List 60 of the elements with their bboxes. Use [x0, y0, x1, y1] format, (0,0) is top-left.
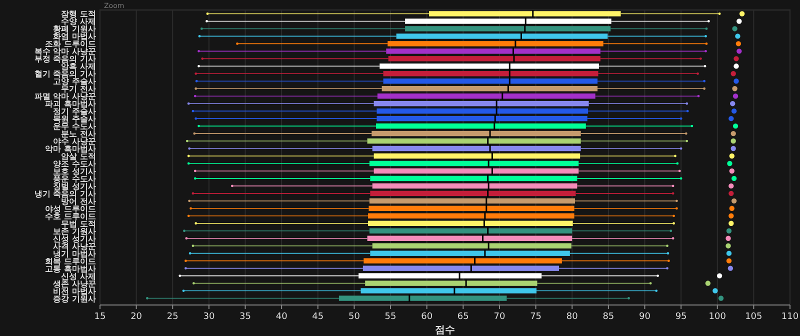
y-tick-label: 암흑 사제 — [61, 62, 96, 72]
x-tick-label: 15 — [94, 312, 106, 322]
y-tick-label: 파괴 흑마법사 — [45, 100, 96, 109]
y-tick-label: 신성 성기사 — [53, 234, 96, 244]
y-tick-label: 황폐 기원사 — [53, 24, 96, 34]
y-tick-label: 보호 성기사 — [53, 166, 96, 176]
x-tick-label: 65 — [457, 312, 469, 322]
y-tick-label: 사격 사냥꾼 — [53, 242, 96, 251]
y-tick-label: 생존 사냥꾼 — [52, 279, 96, 288]
y-tick-label: 풍운 수도사 — [53, 174, 96, 184]
y-tick-label: 복수 악마 사냥꾼 — [34, 47, 96, 56]
x-tick-label: 75 — [530, 312, 542, 322]
x-tick-label: 50 — [348, 312, 360, 322]
x-tick-label: 85 — [602, 312, 614, 322]
x-tick-label: 30 — [203, 312, 215, 322]
x-tick-label: 70 — [494, 312, 506, 322]
y-tick-label: 분노 전사 — [61, 130, 96, 139]
x-tick-label: 105 — [745, 312, 762, 322]
y-tick-label: 냉기 마법사 — [53, 249, 96, 258]
x-tick-label: 110 — [781, 312, 799, 322]
y-tick-label: 회복 드루이드 — [45, 256, 96, 266]
x-tick-label: 100 — [708, 312, 726, 322]
y-tick-label: 야수 사냥꾼 — [53, 137, 96, 146]
y-tick-label: 조화 드루이드 — [45, 40, 96, 49]
y-tick-label: 증강 기원사 — [53, 294, 96, 304]
y-tick-label: 수호 드루이드 — [45, 212, 96, 221]
y-tick-label: 야성 드루이드 — [45, 204, 96, 214]
y-tick-label: 복원 주술사 — [53, 114, 96, 124]
x-tick-label: 45 — [312, 312, 324, 322]
y-tick-label: 냉기 죽음의 기사 — [34, 189, 96, 198]
y-tick-label: 무기 전사 — [61, 84, 96, 94]
x-tick-label: 25 — [166, 312, 178, 322]
x-tick-label: 95 — [675, 312, 687, 322]
y-tick-label: 암살 도적 — [61, 152, 96, 161]
x-tick-label: 90 — [639, 312, 651, 322]
y-tick-label: 운무 수도사 — [53, 122, 96, 132]
x-tick-label: 20 — [130, 312, 142, 322]
y-tick-label: 화염 마법사 — [53, 32, 96, 42]
y-tick-label: 징벌 성기사 — [53, 182, 96, 191]
y-tick-label: 혈기 죽음의 기사 — [34, 70, 96, 79]
x-tick-label: 35 — [240, 312, 251, 322]
y-tick-label: 부정 죽음의 기사 — [34, 54, 96, 64]
x-tick-label: 55 — [384, 312, 396, 322]
y-tick-label: 악마 흑마법사 — [45, 144, 96, 154]
x-tick-label: 60 — [421, 312, 433, 322]
y-tick-label: 고양 주술사 — [53, 77, 96, 86]
y-tick-label: 무법 도적 — [61, 219, 96, 228]
x-tick-label: 80 — [566, 312, 578, 322]
y-tick-label: 양조 수도사 — [53, 159, 96, 168]
y-tick-label: 수양 사제 — [61, 17, 96, 26]
x-tick-label: 40 — [276, 312, 288, 322]
y-tick-label: 방어 전사 — [61, 196, 96, 206]
y-tick-label: 정기 주술사 — [53, 107, 96, 116]
y-tick-label: 잠행 도적 — [61, 10, 96, 19]
x-axis-title: 점수 — [435, 325, 455, 336]
y-tick-label: 고통 흑마법사 — [45, 264, 96, 274]
y-tick-label: 신성 사제 — [61, 272, 96, 281]
y-tick-label: 보존 기원사 — [53, 226, 96, 236]
y-tick-label: 파멸 악마 사냥꾼 — [34, 92, 96, 102]
y-tick-label: 비전 마법사 — [53, 286, 96, 296]
